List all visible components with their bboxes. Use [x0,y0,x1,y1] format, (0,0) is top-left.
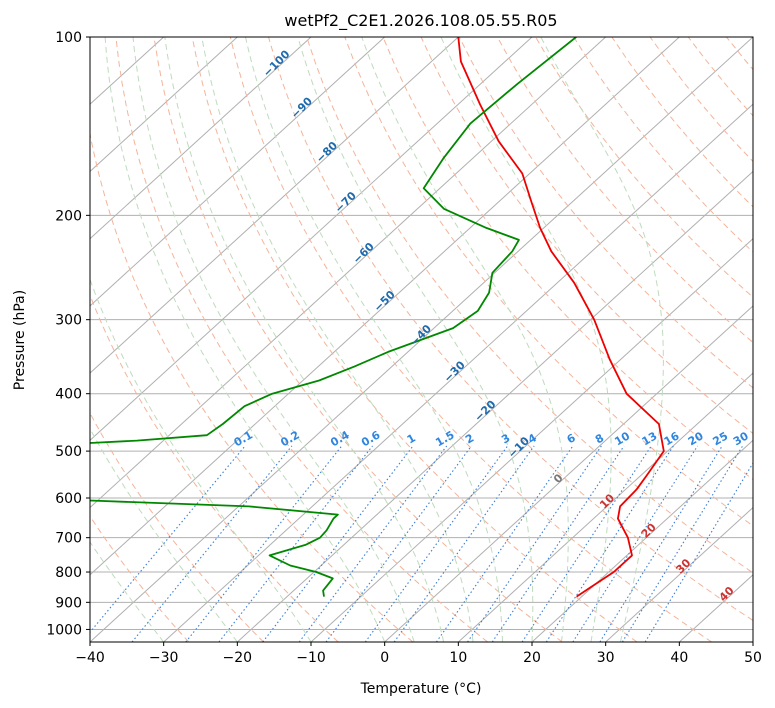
moist-adiabat-line [90,278,312,642]
y-tick-label: 900 [55,595,82,611]
x-tick-label: 50 [744,650,762,666]
isotherm-line [90,37,607,509]
isotherm-line [605,506,753,642]
y-axis-label: Pressure (hPa) [12,290,28,390]
dry-adiabat-line [535,37,753,298]
moist-adiabat-line [132,37,415,642]
dry-adiabat-line [268,37,753,622]
chart-title: wetPf2_C2E1.2026.108.05.55.R05 [284,11,557,31]
isotherm-line [163,103,753,642]
isotherm-line [90,37,533,442]
x-tick-label: 0 [380,650,389,666]
x-tick-label: 40 [670,650,688,666]
isotherm-line [90,37,312,240]
mixing-ratio-line [185,445,343,642]
mixing-ratio-line [262,445,414,642]
isotherm-line [457,372,753,642]
mixing-ratio-line [325,445,472,642]
dry-adiabat-line [115,37,488,642]
y-tick-label: 400 [55,387,82,403]
x-tick-label: −10 [296,650,326,666]
y-tick-label: 700 [55,531,82,547]
plot-frame [89,36,754,643]
mixing-ratio-line [364,445,509,642]
mixing-ratio-line [572,445,699,642]
x-tick-label: −40 [75,650,105,666]
y-tick-label: 300 [55,313,82,329]
x-tick-label: −20 [223,650,253,666]
isotherm-line [236,170,753,642]
moist-adiabat-line [104,37,386,642]
y-tick-label: 200 [55,208,82,224]
isotherm-line [90,37,386,307]
profile-lines [90,37,665,598]
background-lines [90,37,753,642]
x-axis-label: Temperature (°C) [360,681,482,697]
moist-adiabat-line [297,37,534,642]
moist-adiabat-line [440,37,612,642]
mixing-ratio-line [599,445,723,642]
moist-adiabat-line [90,541,165,642]
moist-adiabat-line [540,37,664,642]
mixing-ratio-line [545,445,674,642]
y-tick-label: 500 [55,444,82,460]
y-tick-label: 600 [55,491,82,507]
temperature-profile [457,37,665,598]
mixing-ratio-line [90,445,246,634]
mixing-ratio-line [393,445,535,642]
axes: −40 −30 −20 −10 0 10 20 30 40 50 100 200 300 400 500 60… [46,30,762,666]
y-tick-label: 100 [55,30,82,46]
y-tick-label: 1000 [46,622,82,638]
dry-adiabat-line [344,37,753,527]
moist-adiabat-line [201,37,474,642]
dewpoint-profile [90,37,577,597]
dry-adiabat-line [496,37,753,344]
mixing-ratio-line [298,445,448,642]
x-tick-label: 10 [449,650,467,666]
dry-adiabat-line [90,412,264,642]
dry-adiabat-line [382,37,753,481]
dry-adiabat-line [229,37,712,642]
mixing-ratio-line [491,445,625,642]
moist-adiabat-line [245,37,503,642]
mixing-ratio-line [521,445,652,642]
x-tick-label: 20 [523,650,541,666]
dry-adiabat-line [90,131,414,642]
moist-adiabat-line [361,37,569,642]
x-tick-label: −30 [149,650,179,666]
y-tick-label: 800 [55,565,82,581]
isotherm-line [531,439,753,642]
moist-adiabat-line [164,37,445,642]
dry-adiabat-line [90,515,190,642]
x-tick-label: 30 [597,650,615,666]
dry-adiabat-line [153,37,563,642]
isotherm-line [90,37,238,173]
dry-adiabat-line [191,37,638,642]
isotherm-line [90,37,459,374]
isotherm-line [310,237,753,642]
moist-adiabat-line [90,427,238,642]
isotherm-line [384,305,753,642]
mixing-ratio-line [218,445,373,642]
isotherm-line [90,37,680,576]
